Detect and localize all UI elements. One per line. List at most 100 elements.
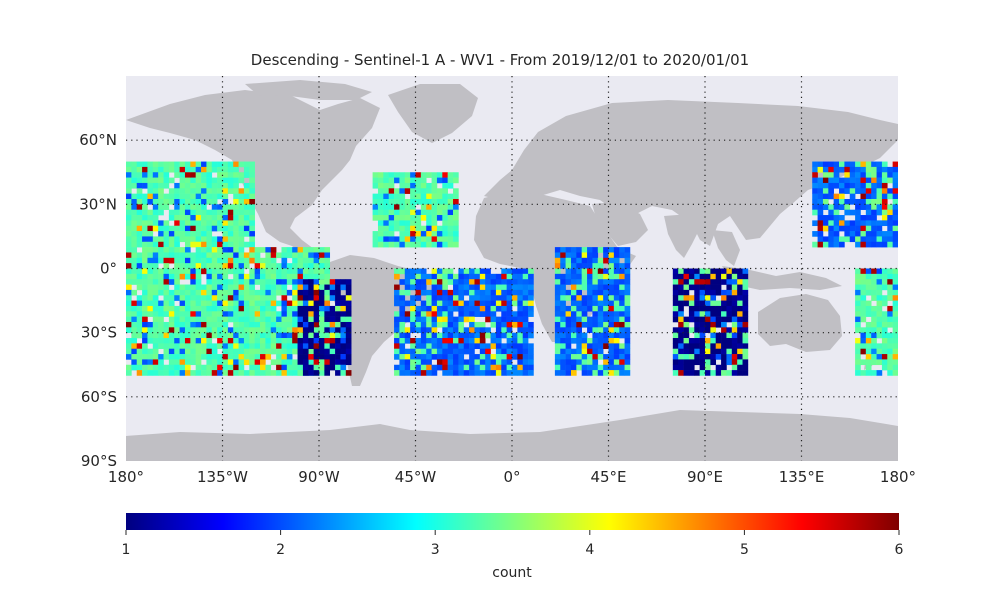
data-cell: [688, 273, 695, 280]
data-cell: [501, 364, 507, 371]
data-cell: [249, 204, 255, 210]
data-cell: [217, 316, 223, 323]
data-cell: [876, 268, 883, 275]
data-cell: [308, 279, 314, 285]
data-cell: [463, 300, 470, 307]
data-cell: [672, 268, 679, 275]
data-cell: [147, 231, 154, 237]
data-cell: [410, 348, 416, 355]
data-cell: [249, 348, 255, 355]
data-cell: [372, 182, 379, 189]
data-cell: [404, 215, 411, 221]
data-cell: [399, 364, 406, 371]
data-cell: [201, 354, 207, 360]
data-cell: [822, 166, 829, 173]
data-cell: [871, 321, 877, 328]
data-cell: [881, 348, 888, 355]
data-cell: [855, 177, 861, 184]
data-cell: [136, 209, 143, 216]
data-cell: [570, 321, 577, 328]
data-cell: [490, 295, 497, 301]
data-cell: [565, 359, 572, 366]
data-cell: [865, 364, 872, 371]
data-cell: [254, 343, 261, 350]
data-cell: [394, 364, 400, 371]
data-cell: [136, 225, 143, 232]
data-cell: [227, 311, 234, 317]
data-cell: [340, 311, 347, 317]
data-cell: [855, 241, 861, 248]
data-cell: [201, 161, 207, 168]
data-cell: [576, 321, 582, 328]
data-cell: [163, 338, 170, 344]
data-cell: [136, 182, 143, 189]
data-cell: [136, 257, 143, 264]
data-cell: [512, 311, 518, 317]
data-cell: [238, 289, 245, 296]
data-cell: [442, 370, 448, 376]
data-cell: [142, 198, 148, 205]
data-cell: [372, 204, 379, 210]
data-cell: [238, 241, 245, 248]
data-cell: [243, 220, 250, 227]
data-cell: [705, 327, 711, 333]
data-cell: [871, 284, 877, 291]
data-cell: [179, 231, 186, 237]
data-cell: [131, 354, 138, 360]
data-cell: [887, 348, 893, 355]
data-cell: [458, 321, 465, 328]
data-cell: [410, 316, 416, 323]
data-cell: [270, 316, 277, 323]
data-cell: [426, 236, 432, 243]
data-cell: [436, 305, 443, 312]
data-cell: [865, 338, 872, 344]
data-cell: [512, 284, 518, 291]
data-cell: [742, 359, 749, 366]
data-cell: [860, 284, 867, 291]
data-cell: [683, 354, 690, 360]
data-cell: [163, 364, 170, 371]
data-cell: [131, 231, 138, 237]
data-cell: [721, 359, 727, 366]
data-cell: [211, 279, 218, 285]
data-cell: [308, 359, 314, 366]
data-cell: [694, 332, 700, 339]
data-cell: [227, 338, 234, 344]
data-cell: [243, 321, 250, 328]
data-cell: [512, 268, 518, 275]
data-cell: [560, 321, 566, 328]
latitude-label: 60°S: [81, 388, 117, 406]
data-cell: [163, 311, 170, 317]
data-cell: [265, 289, 272, 296]
data-cell: [522, 316, 529, 323]
data-cell: [142, 327, 148, 333]
data-cell: [345, 343, 352, 350]
data-cell: [136, 279, 143, 285]
data-cell: [517, 348, 524, 355]
data-cell: [560, 343, 566, 350]
data-cell: [174, 284, 180, 291]
data-cell: [436, 343, 443, 350]
data-cell: [490, 364, 497, 371]
data-cell: [163, 247, 170, 253]
data-cell: [613, 332, 620, 339]
data-cell: [260, 338, 266, 344]
data-cell: [410, 236, 416, 243]
data-cell: [243, 316, 250, 323]
data-cell: [442, 198, 448, 205]
data-cell: [501, 305, 507, 312]
data-cell: [453, 354, 459, 360]
data-cell: [394, 321, 400, 328]
data-cell: [206, 268, 213, 275]
data-cell: [603, 273, 609, 280]
data-cell: [377, 209, 384, 216]
data-cell: [876, 295, 883, 301]
data-cell: [737, 348, 743, 355]
data-cell: [238, 354, 245, 360]
data-cell: [828, 182, 834, 189]
data-cell: [458, 316, 465, 323]
data-cell: [211, 177, 218, 184]
data-cell: [174, 252, 180, 259]
data-cell: [190, 166, 196, 173]
